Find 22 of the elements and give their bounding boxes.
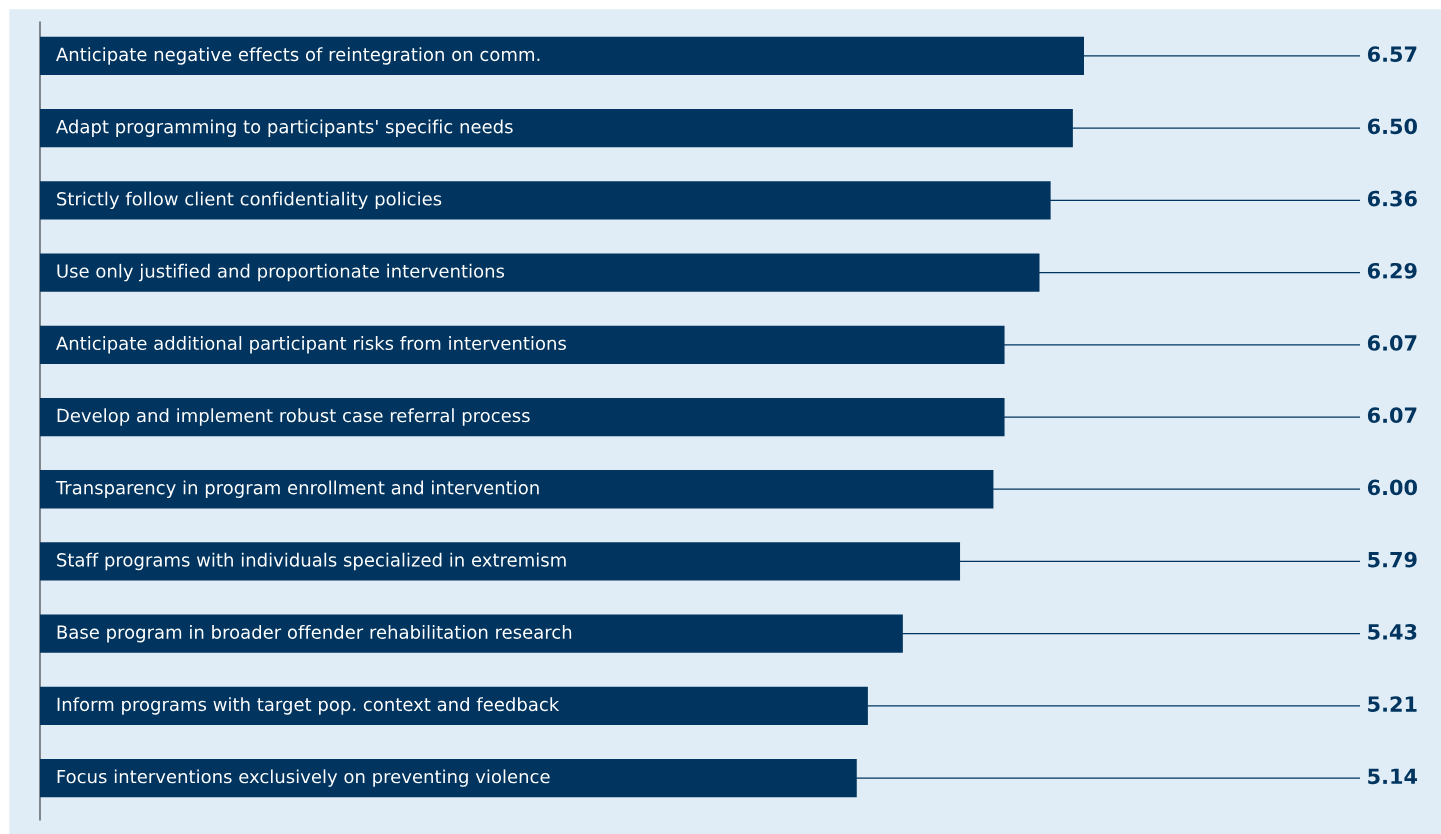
- data-label: 6.29: [1367, 262, 1417, 279]
- data-label: 6.07: [1367, 407, 1417, 424]
- y-tick-label: Anticipate negative effects of reintegration on comm.: [56, 47, 540, 65]
- y-tick-label: Focus interventions exclusively on preventing violence: [57, 769, 550, 787]
- y-tick-label: Use only justified and proportionate interventions: [57, 263, 505, 282]
- y-tick-label: Inform programs with target pop. context and feedback: [57, 697, 560, 715]
- y-tick-label: Base program in broader offender rehabilitation research: [57, 624, 572, 643]
- y-tick-label: Adapt programming to participants' specific needs: [56, 119, 513, 137]
- y-tick-label: Strictly follow client confidentiality policies: [57, 191, 442, 210]
- data-label: 5.43: [1368, 623, 1417, 640]
- data-label: 5.21: [1368, 696, 1417, 712]
- y-tick-label: Transparency in program enrollment and intervention: [55, 480, 539, 498]
- data-label: 6.36: [1367, 190, 1417, 207]
- y-tick-label: Staff programs with individuals specialized in extremism: [57, 552, 566, 571]
- y-tick-label: Develop and implement robust case referral process: [57, 408, 530, 426]
- data-label: 6.57: [1367, 46, 1417, 62]
- data-label: 5.79: [1368, 551, 1417, 568]
- data-label: 6.00: [1367, 479, 1418, 496]
- data-label: 5.14: [1368, 768, 1418, 785]
- data-label: 6.07: [1367, 335, 1417, 351]
- y-tick-label: Anticipate additional participant risks from interventions: [56, 336, 566, 354]
- data-label: 6.50: [1367, 118, 1418, 135]
